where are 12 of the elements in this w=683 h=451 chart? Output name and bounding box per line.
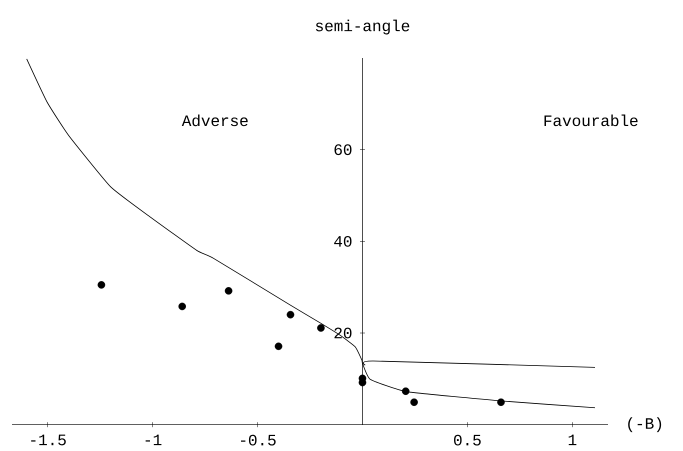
x-tick-label: -1 — [146, 434, 162, 446]
y-tick-label: 60 — [334, 144, 352, 156]
x-tick-label: -1.5 — [31, 434, 66, 446]
y-tick-label: 20 — [334, 328, 352, 339]
annotation: Favourable — [544, 114, 638, 126]
x-tick-label: 0.5 — [454, 434, 481, 446]
x-axis-title: (-B) — [628, 417, 662, 432]
y-axis-title: semi-angle — [316, 20, 410, 35]
y-tick-label: 40 — [334, 236, 352, 247]
annotation: Adverse — [182, 114, 248, 126]
x-tick-label: 1 — [568, 434, 576, 446]
x-tick-label: -0.5 — [241, 434, 276, 446]
